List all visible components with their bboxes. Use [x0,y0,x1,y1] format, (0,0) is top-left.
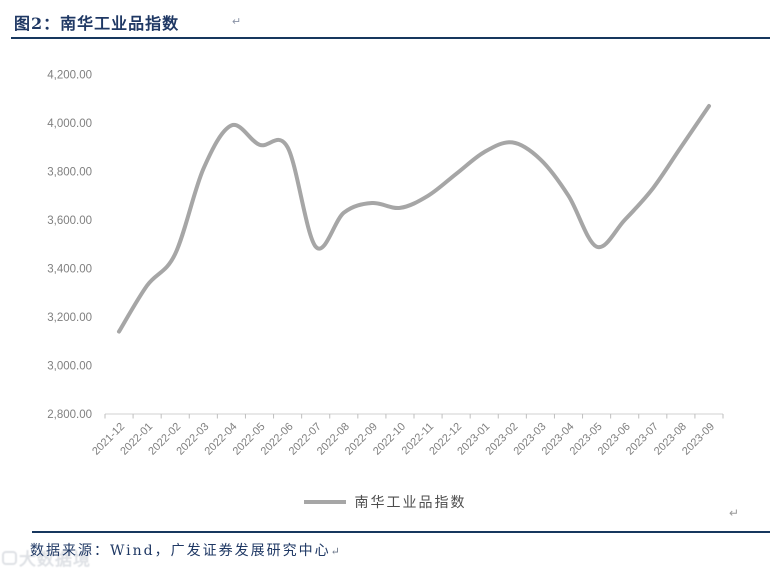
y-tick-label: 3,200.00 [47,312,92,324]
y-axis-labels: 4,200.00 4,000.00 3,800.00 3,600.00 3,400.00… [47,70,92,422]
x-axis-labels: 2021-122022-012022-022022-032022-042022-… [90,421,717,458]
chart-legend: 南华工业品指数 [0,492,770,512]
watermark-text: 大数据境 [19,550,91,570]
watermark: 大数据境 [2,545,91,570]
footer-return-mark: ↵ [330,545,340,558]
watermark-logo-icon [2,550,17,565]
y-tick-label: 3,600.00 [47,215,92,227]
data-source-text: 数据来源：Wind，广发证券发展研究中心 [30,543,331,559]
data-source-note: 数据来源：Wind，广发证券发展研究中心↵ [30,540,340,560]
legend-line-swatch [303,500,346,504]
y-tick-label: 4,000.00 [47,118,92,130]
figure-title: 图2：南华工业品指数 [14,14,180,33]
series-line-南华工业品指数 [117,104,711,334]
y-tick-label: 3,800.00 [47,167,92,179]
y-tick-label: 4,200.00 [47,70,92,82]
legend-series-label: 南华工业品指数 [354,495,467,511]
footer-divider-line [32,531,770,533]
y-tick-label: 3,000.00 [47,361,92,373]
title-return-mark: ↵ [232,16,242,28]
chart-return-mark: ↵ [729,506,740,520]
title-divider-line [11,37,770,39]
y-tick-label: 3,400.00 [47,264,92,276]
x-axis-tick-marks [104,414,724,419]
y-tick-label: 2,800.00 [47,409,92,421]
